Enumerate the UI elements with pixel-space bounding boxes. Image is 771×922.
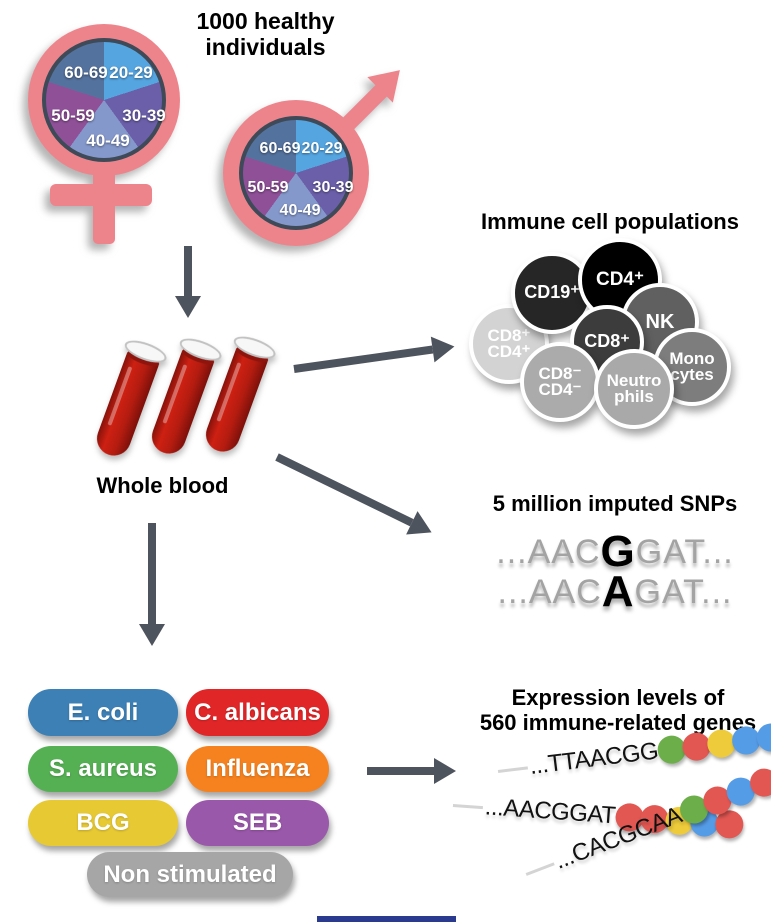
- stimulus-pill-ecoli: E. coli: [28, 689, 178, 736]
- cell-label: CD8⁺: [487, 325, 531, 345]
- female-cross-bar: [50, 184, 152, 206]
- sequence-text: ...AACGGAT: [484, 793, 617, 830]
- age-group-label: 50-59: [247, 179, 289, 196]
- age-group-label: 40-49: [279, 202, 321, 219]
- figure-title: 1000 healthy individuals: [196, 8, 335, 60]
- cell-label: CD4⁺: [595, 268, 645, 290]
- strand-line: [497, 765, 528, 773]
- stimulus-pill-calbicans: C. albicans: [186, 689, 329, 736]
- snp-sequence-row: ...AACGGAT...: [450, 530, 771, 574]
- strand-line: [525, 861, 555, 876]
- sequence-text: ...AAC: [497, 573, 602, 611]
- cell-label: CD8⁻: [538, 363, 582, 383]
- arrow-shaft: [367, 767, 434, 775]
- age-group-label: 40-49: [86, 131, 130, 150]
- cell-label: CD19⁺: [524, 282, 580, 303]
- cell-label: phils: [614, 387, 654, 406]
- stimulus-label: Non stimulated: [103, 860, 277, 888]
- cell-label: Mono: [669, 348, 715, 368]
- stimulus-pill-bcg: BCG: [28, 800, 178, 846]
- male-age-pie-chart: 20-29 30-39 40-49 50-59 60-69: [239, 116, 353, 230]
- stimulus-label: SEB: [232, 809, 283, 836]
- arrow-head-icon: [406, 511, 438, 545]
- stimulus-label: BCG: [76, 809, 130, 836]
- arrow-blood-to-snps: [271, 445, 438, 545]
- cell-label: CD4⁻: [538, 380, 582, 399]
- cell-label: cytes: [670, 365, 714, 384]
- arrow-head-icon: [139, 624, 165, 646]
- stimulus-label: E. coli: [67, 698, 139, 726]
- age-group-label: 60-69: [64, 63, 108, 82]
- age-group-label: 50-59: [51, 106, 95, 125]
- expression-title-line1: Expression levels of: [511, 685, 725, 710]
- stimulus-pill-nonstimulated: Non stimulated: [87, 852, 293, 897]
- arrow-shaft: [148, 523, 156, 624]
- whole-blood-label: Whole blood: [96, 473, 229, 498]
- expression-dot: [755, 721, 771, 754]
- age-group-label: 20-29: [301, 140, 343, 157]
- age-group-label: 30-39: [122, 106, 166, 125]
- strand-line: [452, 803, 484, 809]
- arrow-head-icon: [434, 758, 456, 784]
- arrow-blood-to-stimuli: [139, 523, 165, 646]
- arrow-head-icon: [430, 333, 457, 363]
- arrow-shaft: [275, 453, 414, 527]
- expression-title-line2: 560 immune-related genes: [479, 709, 757, 735]
- stimulus-label: C. albicans: [194, 698, 321, 726]
- arrow-stimuli-to-expression: [367, 758, 456, 784]
- arrow-shaft: [184, 246, 192, 296]
- sequence-text: GAT...: [634, 573, 733, 611]
- cell-circle-neutrophils: Neutro phils: [594, 349, 674, 429]
- stimulus-pill-seb: SEB: [186, 800, 329, 846]
- snp-allele: A: [601, 567, 635, 616]
- bottom-blue-bar: [317, 916, 456, 922]
- age-group-label: 30-39: [312, 179, 354, 196]
- stimulus-label: Influenza: [205, 755, 310, 782]
- female-symbol-icon: 20-29 30-39 40-49 50-59 60-69: [20, 16, 220, 256]
- stimulus-pill-influenza: Influenza: [186, 746, 329, 792]
- arrow-head-icon: [175, 296, 201, 318]
- cell-circle-cd8neg-cd4neg: CD8⁻ CD4⁻: [520, 342, 600, 422]
- snps-title: 5 million imputed SNPs: [492, 491, 738, 516]
- female-age-pie-chart: 20-29 30-39 40-49 50-59 60-69: [42, 38, 166, 162]
- stimulus-pill-saureus: S. aureus: [28, 746, 178, 792]
- sequence-text: GAT...: [635, 533, 734, 571]
- expression-title: Expression levels of 560 immune-related …: [468, 685, 768, 736]
- sequence-text: ...TTAACGG: [528, 737, 660, 781]
- immune-cells-title: Immune cell populations: [481, 209, 739, 234]
- snp-sequence-row: ...AACAGAT...: [450, 570, 771, 614]
- cell-label: CD8⁺: [584, 331, 630, 352]
- arrow-shaft: [293, 345, 434, 373]
- snp-allele: G: [600, 527, 636, 576]
- age-group-label: 20-29: [109, 63, 153, 82]
- cell-label: CD4⁺: [487, 342, 531, 361]
- arrow-individuals-to-blood: [175, 246, 201, 318]
- age-group-label: 60-69: [259, 140, 301, 157]
- male-symbol-icon: 20-29 30-39 40-49 50-59 60-69: [216, 50, 431, 275]
- sequence-text: ...AAC: [496, 533, 601, 571]
- cell-label: Neutro: [606, 370, 662, 390]
- stimulus-label: S. aureus: [48, 755, 158, 782]
- cell-label: NK: [645, 310, 675, 333]
- arrow-blood-to-immune-cells: [292, 333, 457, 382]
